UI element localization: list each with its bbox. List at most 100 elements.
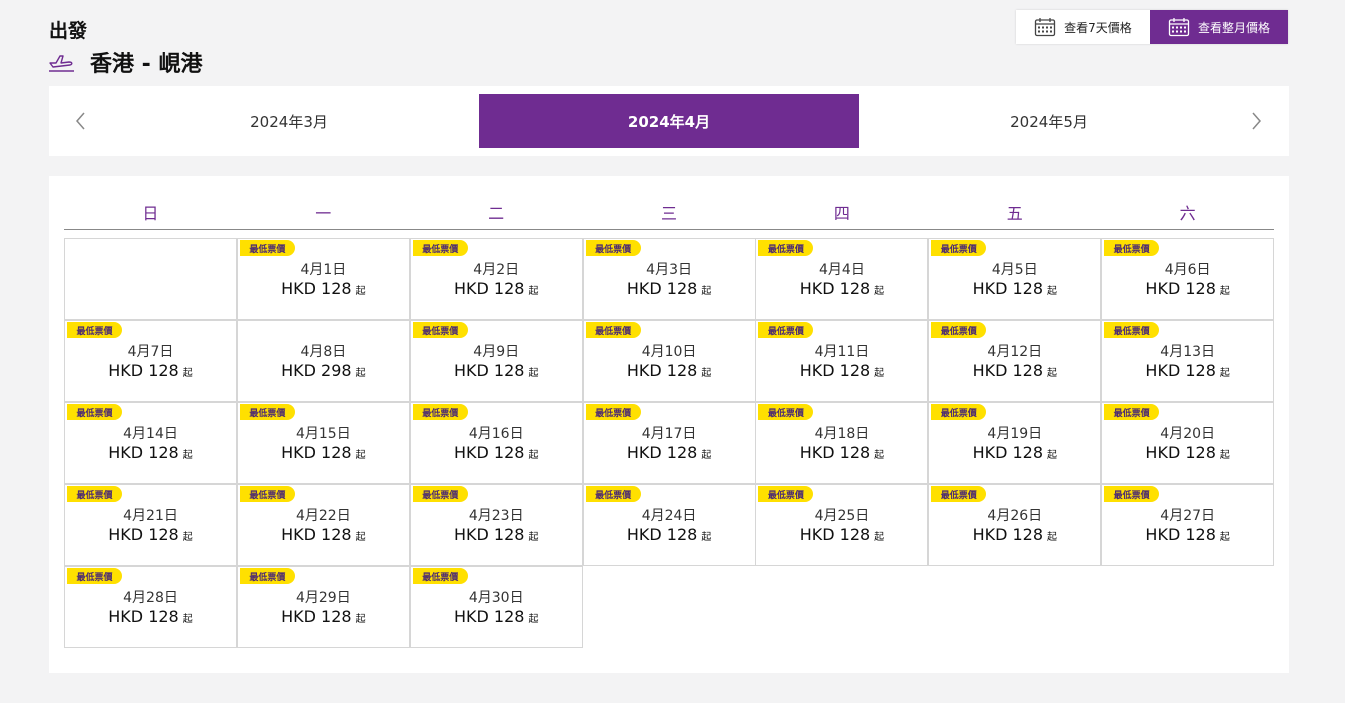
day-date: 4月11日 xyxy=(814,344,870,360)
view-switch: 查看7天價格 查看整月價格 xyxy=(1016,10,1288,44)
lowest-fare-badge: 最低票價 xyxy=(585,240,641,256)
day-price-row: HKD 128 起 xyxy=(584,361,755,380)
day-cell[interactable]: 最低票價 4月17日 HKD 128 起 xyxy=(582,402,756,484)
day-cell[interactable]: 最低票價 4月26日 HKD 128 起 xyxy=(928,484,1102,566)
day-cell[interactable]: 最低票價 4月24日 HKD 128 起 xyxy=(582,484,756,566)
chevron-left-icon[interactable] xyxy=(71,108,91,134)
day-date: 4月10日 xyxy=(641,344,697,360)
plane-departure-icon xyxy=(49,55,74,72)
lowest-fare-badge: 最低票價 xyxy=(585,486,641,502)
day-price: HKD 128 xyxy=(108,525,179,544)
day-date: 4月28日 xyxy=(123,590,178,606)
price-from-suffix: 起 xyxy=(701,450,712,461)
month-tab-next[interactable]: 2024年5月 xyxy=(1010,112,1088,131)
lowest-fare-badge: 最低票價 xyxy=(1104,404,1160,420)
day-cell[interactable]: 最低票價 4月15日 HKD 128 起 xyxy=(236,402,410,484)
lowest-fare-badge: 最低票價 xyxy=(239,404,295,420)
lowest-fare-badge: 最低票價 xyxy=(239,486,295,502)
day-cell[interactable]: 最低票價 4月28日 HKD 128 起 xyxy=(64,566,237,648)
day-cell[interactable]: 最低票價 4月1日 HKD 128 起 xyxy=(236,238,410,320)
day-cell[interactable]: 最低票價 4月23日 HKD 128 起 xyxy=(409,484,583,566)
day-price: HKD 128 xyxy=(108,607,179,626)
day-cell[interactable]: 最低票價 4月30日 HKD 128 起 xyxy=(409,566,583,648)
day-cell[interactable]: 最低票價 4月19日 HKD 128 起 xyxy=(928,402,1102,484)
day-price: HKD 128 xyxy=(453,279,525,298)
month-tab-active[interactable]: 2024年4月 xyxy=(479,94,859,148)
day-price-row: HKD 128 起 xyxy=(238,525,409,544)
day-cell[interactable]: 最低票價 4月7日 HKD 128 起 xyxy=(64,320,237,402)
day-cell[interactable]: 最低票價 4月13日 HKD 128 起 xyxy=(1101,320,1275,402)
lowest-fare-badge: 最低票價 xyxy=(412,486,468,502)
day-cell[interactable]: 最低票價 4月4日 HKD 128 起 xyxy=(755,238,929,320)
day-date: 4月22日 xyxy=(295,508,351,524)
day-cell[interactable]: 最低票價 4月5日 HKD 128 起 xyxy=(928,238,1102,320)
day-date: 4月7日 xyxy=(127,344,174,360)
day-date: 4月8日 xyxy=(300,344,347,360)
price-from-suffix: 起 xyxy=(701,368,712,379)
day-price-row: HKD 128 起 xyxy=(1102,443,1273,462)
day-price-row: HKD 128 起 xyxy=(929,361,1100,380)
day-price-row: HKD 128 起 xyxy=(65,525,236,544)
day-price: HKD 128 xyxy=(453,525,525,544)
calendar-icon xyxy=(1035,18,1056,37)
chevron-right-icon[interactable] xyxy=(1246,108,1266,134)
calendar-icon xyxy=(1168,18,1190,37)
price-from-suffix: 起 xyxy=(528,368,539,379)
day-cell[interactable]: 最低票價 4月10日 HKD 128 起 xyxy=(582,320,756,402)
weekday-thu: 四 xyxy=(833,204,850,223)
day-cell[interactable]: 最低票價 4月2日 HKD 128 起 xyxy=(409,238,583,320)
day-cell[interactable]: 最低票價 4月14日 HKD 128 起 xyxy=(64,402,237,484)
day-cell[interactable]: 最低票價 4月9日 HKD 128 起 xyxy=(409,320,583,402)
day-cell[interactable]: 最低票價 4月21日 HKD 128 起 xyxy=(64,484,237,566)
day-price: HKD 128 xyxy=(626,279,698,298)
day-price-row: HKD 128 起 xyxy=(65,443,236,462)
day-cell[interactable]: 最低票價 4月18日 HKD 128 起 xyxy=(755,402,929,484)
day-cell[interactable]: 最低票價 4月25日 HKD 128 起 xyxy=(755,484,929,566)
lowest-fare-badge: 最低票價 xyxy=(931,322,987,338)
lowest-fare-badge: 最低票價 xyxy=(585,404,641,420)
lowest-fare-badge: 最低票價 xyxy=(1104,486,1160,502)
price-from-suffix: 起 xyxy=(182,368,193,379)
price-from-suffix: 起 xyxy=(1219,368,1230,379)
lowest-fare-badge: 最低票價 xyxy=(1104,240,1160,256)
day-price: HKD 128 xyxy=(1145,279,1216,298)
day-price-row: HKD 128 起 xyxy=(756,525,927,544)
day-price-row: HKD 128 起 xyxy=(1102,361,1273,380)
day-cell[interactable]: 4月8日 HKD 298 起 xyxy=(236,320,410,402)
day-price: HKD 128 xyxy=(281,443,352,462)
weekday-fri: 五 xyxy=(1006,204,1023,223)
day-cell[interactable]: 最低票價 4月16日 HKD 128 起 xyxy=(409,402,583,484)
day-cell[interactable]: 最低票價 4月29日 HKD 128 起 xyxy=(236,566,410,648)
day-date: 4月29日 xyxy=(295,590,351,606)
day-cell[interactable]: 最低票價 4月12日 HKD 128 起 xyxy=(928,320,1102,402)
view-month-button[interactable]: 查看整月價格 xyxy=(1150,10,1288,44)
price-from-suffix: 起 xyxy=(182,532,193,543)
day-cell[interactable]: 最低票價 4月20日 HKD 128 起 xyxy=(1101,402,1275,484)
day-date: 4月18日 xyxy=(814,426,870,442)
day-price: HKD 128 xyxy=(108,443,179,462)
day-date: 4月27日 xyxy=(1160,508,1216,524)
day-cell[interactable]: 最低票價 4月27日 HKD 128 起 xyxy=(1101,484,1275,566)
view-7-days-button[interactable]: 查看7天價格 xyxy=(1016,10,1150,44)
day-date: 4月23日 xyxy=(468,508,524,524)
day-price: HKD 128 xyxy=(626,443,698,462)
day-price-row: HKD 128 起 xyxy=(411,361,582,380)
price-from-suffix: 起 xyxy=(1219,286,1230,297)
day-date: 4月24日 xyxy=(641,508,697,524)
lowest-fare-badge: 最低票價 xyxy=(758,404,814,420)
day-cell[interactable]: 最低票價 4月11日 HKD 128 起 xyxy=(755,320,929,402)
month-tab-prev[interactable]: 2024年3月 xyxy=(250,112,328,131)
lowest-fare-badge: 最低票價 xyxy=(931,486,987,502)
price-from-suffix: 起 xyxy=(528,286,539,297)
price-from-suffix: 起 xyxy=(1047,450,1058,461)
day-price-row: HKD 128 起 xyxy=(929,525,1100,544)
lowest-fare-badge: 最低票價 xyxy=(239,240,295,256)
day-price-row: HKD 128 起 xyxy=(584,443,755,462)
lowest-fare-badge: 最低票價 xyxy=(412,568,468,584)
day-date: 4月3日 xyxy=(646,262,692,278)
day-price: HKD 128 xyxy=(972,361,1044,380)
day-cell[interactable]: 最低票價 4月6日 HKD 128 起 xyxy=(1101,238,1275,320)
day-cell[interactable]: 最低票價 4月22日 HKD 128 起 xyxy=(236,484,410,566)
day-cell[interactable]: 最低票價 4月3日 HKD 128 起 xyxy=(582,238,756,320)
day-price-row: HKD 128 起 xyxy=(65,607,236,626)
